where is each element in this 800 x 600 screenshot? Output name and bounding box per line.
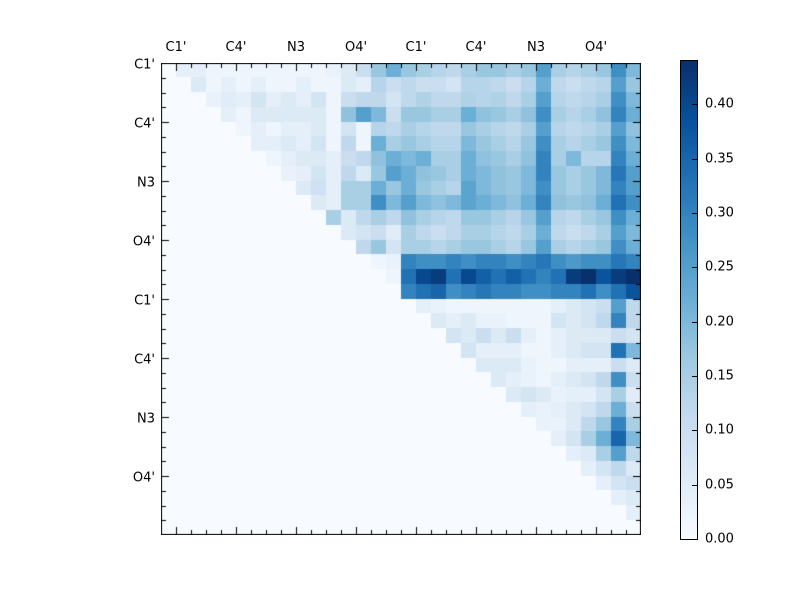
- colorbar-tick: [692, 322, 697, 323]
- y-tick-label: C1': [134, 57, 155, 73]
- x-tick-label: N3: [527, 40, 545, 55]
- y-tick-label: N3: [137, 175, 155, 191]
- y-tick-label: O4': [132, 470, 155, 486]
- x-tick-label: N3: [287, 40, 305, 55]
- colorbar-tick-label: 0.30: [705, 205, 734, 221]
- x-tick-label: O4': [344, 40, 368, 55]
- colorbar-tick-label: 0.05: [705, 477, 734, 493]
- x-tick-label: C1': [165, 40, 187, 55]
- colorbar-tick-label: 0.35: [705, 151, 734, 167]
- colorbar: [680, 60, 698, 540]
- colorbar-tick: [692, 159, 697, 160]
- x-tick-label: C4': [465, 40, 487, 55]
- y-tick-label: C1': [134, 293, 155, 309]
- y-tick-label: O4': [132, 234, 155, 250]
- colorbar-tick-label: 0.25: [705, 259, 734, 275]
- colorbar-tick: [692, 376, 697, 377]
- y-tick-label: C4': [134, 352, 155, 368]
- colorbar-tick: [692, 430, 697, 431]
- heatmap-canvas: [161, 63, 641, 535]
- colorbar-tick: [692, 267, 697, 268]
- colorbar-tick: [692, 104, 697, 105]
- colorbar-tick-label: 0.15: [705, 368, 734, 384]
- x-tick-label: C4': [225, 40, 247, 55]
- colorbar-tick-label: 0.40: [705, 96, 734, 112]
- colorbar-gradient: [681, 61, 697, 539]
- colorbar-tick-label: 0.10: [705, 422, 734, 438]
- colorbar-tick-label: 0.20: [705, 314, 734, 330]
- x-tick-label: O4': [584, 40, 608, 55]
- y-tick-label: C4': [134, 116, 155, 132]
- colorbar-tick-label: 0.00: [705, 531, 734, 547]
- x-tick-label: C1': [405, 40, 427, 55]
- y-tick-label: N3: [137, 411, 155, 427]
- colorbar-tick: [692, 485, 697, 486]
- colorbar-tick: [692, 213, 697, 214]
